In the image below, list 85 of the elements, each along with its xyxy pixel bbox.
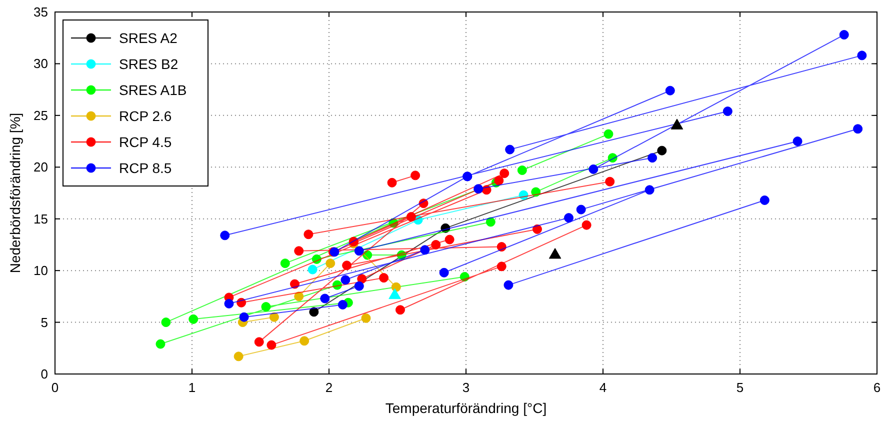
x-tick-label: 5 bbox=[736, 380, 744, 395]
legend-label: RCP 4.5 bbox=[119, 134, 172, 150]
point bbox=[254, 337, 264, 347]
point bbox=[266, 340, 276, 350]
point bbox=[261, 302, 271, 312]
point bbox=[644, 185, 654, 195]
point bbox=[564, 213, 574, 223]
point bbox=[269, 312, 279, 322]
point bbox=[665, 86, 675, 96]
point bbox=[504, 280, 514, 290]
point bbox=[839, 30, 849, 40]
point bbox=[357, 274, 367, 284]
y-tick-label: 25 bbox=[34, 108, 48, 123]
legend-label: SRES B2 bbox=[119, 56, 178, 72]
point bbox=[474, 184, 484, 194]
point bbox=[379, 273, 389, 283]
point bbox=[161, 318, 171, 328]
point bbox=[410, 170, 420, 180]
y-tick-label: 35 bbox=[34, 4, 48, 20]
point bbox=[354, 246, 364, 256]
point bbox=[505, 144, 515, 154]
point bbox=[722, 106, 732, 116]
x-tick-label: 6 bbox=[873, 380, 881, 395]
x-tick-label: 1 bbox=[188, 380, 196, 395]
point bbox=[304, 230, 314, 240]
point bbox=[605, 176, 615, 186]
point bbox=[220, 230, 230, 240]
point bbox=[517, 165, 527, 175]
point bbox=[657, 146, 667, 156]
point bbox=[395, 305, 406, 315]
point bbox=[496, 262, 506, 272]
point bbox=[760, 195, 770, 205]
point bbox=[354, 281, 364, 291]
point bbox=[500, 168, 510, 178]
point bbox=[486, 217, 496, 227]
point bbox=[387, 178, 397, 188]
legend-label: SRES A2 bbox=[119, 30, 178, 46]
point bbox=[494, 176, 504, 186]
point bbox=[857, 50, 867, 60]
legend-label: RCP 8.5 bbox=[119, 160, 172, 176]
point bbox=[340, 275, 350, 285]
x-tick-label: 3 bbox=[462, 380, 470, 395]
point bbox=[406, 212, 416, 222]
point bbox=[290, 279, 300, 289]
point bbox=[576, 204, 586, 214]
point bbox=[239, 312, 249, 322]
x-tick-label: 4 bbox=[599, 380, 607, 395]
point bbox=[308, 264, 318, 274]
x-axis-title: Temperaturförändring [°C] bbox=[385, 400, 547, 416]
point bbox=[604, 129, 614, 139]
point bbox=[588, 164, 598, 174]
point bbox=[792, 136, 802, 146]
x-tick-label: 0 bbox=[51, 380, 59, 395]
point bbox=[853, 124, 863, 134]
point bbox=[532, 224, 542, 234]
point bbox=[156, 339, 166, 349]
point bbox=[342, 260, 352, 270]
point bbox=[234, 352, 244, 362]
legend-label: RCP 2.6 bbox=[119, 108, 172, 124]
y-tick-label: 0 bbox=[40, 366, 48, 382]
point bbox=[188, 314, 198, 324]
y-tick-label: 30 bbox=[34, 56, 48, 72]
point bbox=[280, 258, 290, 268]
point bbox=[294, 246, 304, 256]
x-tick-label: 2 bbox=[325, 380, 333, 395]
point bbox=[444, 234, 454, 244]
point bbox=[300, 336, 310, 346]
point bbox=[320, 294, 330, 304]
point bbox=[420, 245, 430, 255]
point bbox=[431, 240, 441, 250]
y-tick-label: 5 bbox=[40, 314, 48, 330]
y-axis-title: Nederbördsförändring [%] bbox=[7, 112, 23, 274]
y-tick-label: 10 bbox=[34, 263, 48, 278]
point bbox=[648, 153, 658, 163]
point bbox=[361, 313, 371, 323]
y-tick-label: 15 bbox=[34, 211, 48, 226]
point bbox=[582, 220, 592, 230]
point bbox=[439, 268, 449, 278]
legend-label: SRES A1B bbox=[119, 82, 187, 98]
point bbox=[294, 292, 304, 302]
point bbox=[326, 258, 336, 268]
y-tick-label: 20 bbox=[34, 160, 48, 175]
point bbox=[224, 298, 234, 308]
point bbox=[309, 307, 319, 317]
point bbox=[338, 300, 348, 310]
